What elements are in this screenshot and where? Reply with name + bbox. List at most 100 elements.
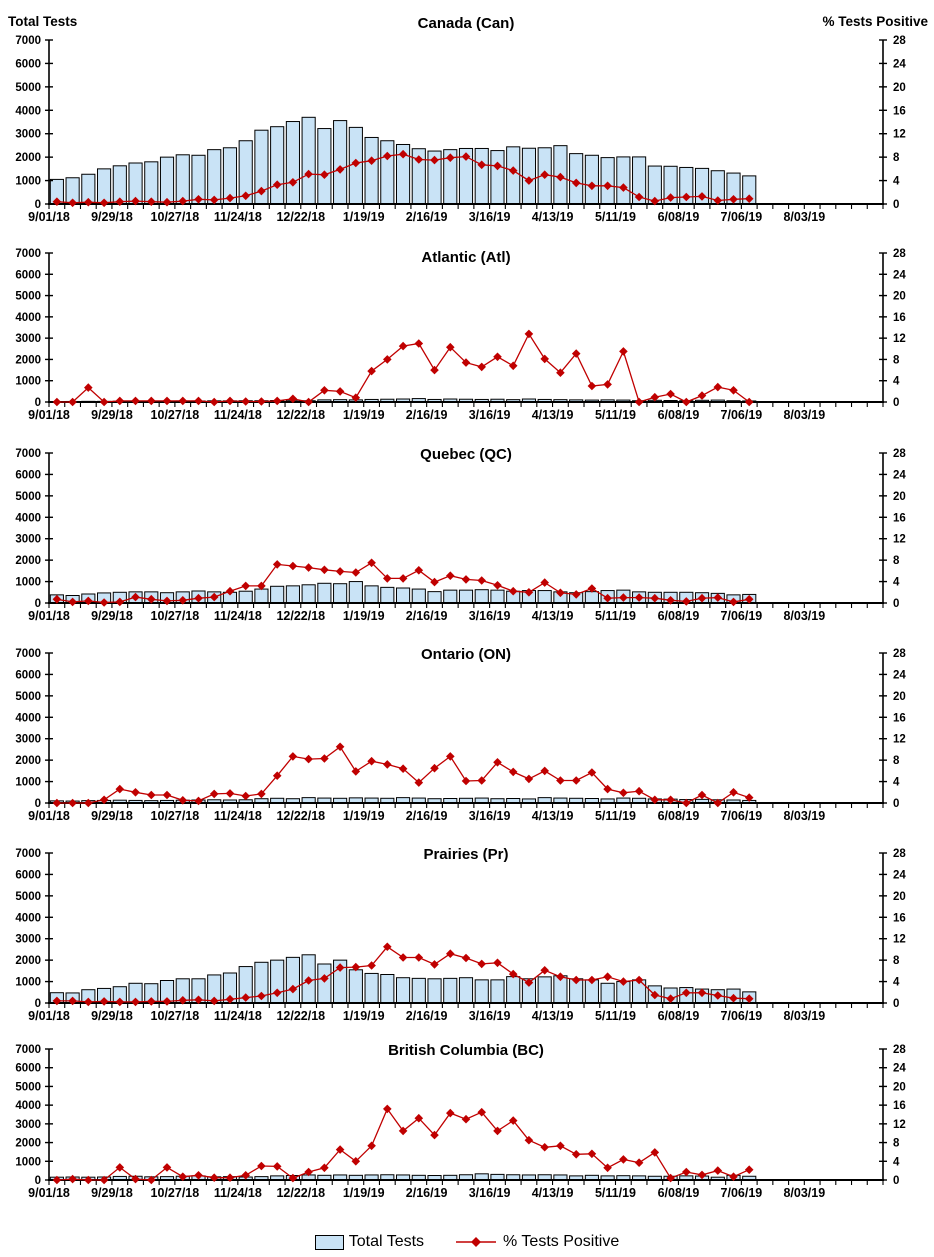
svg-text:16: 16 — [893, 912, 906, 924]
svg-text:11/24/18: 11/24/18 — [214, 809, 262, 823]
svg-text:9/01/18: 9/01/18 — [28, 408, 70, 422]
chart-canvas: 7000 6000 5000 4000 3000 2000 1000 0 28 24 20 16 12 8… — [15, 646, 906, 823]
svg-text:20: 20 — [893, 1081, 906, 1093]
svg-text:6000: 6000 — [15, 1063, 41, 1075]
svg-text:5/11/19: 5/11/19 — [595, 408, 636, 422]
right-axis-title: % Tests Positive — [822, 14, 928, 29]
legend-item-pct-positive: % Tests Positive — [454, 1233, 619, 1251]
svg-text:8/03/19: 8/03/19 — [783, 809, 825, 823]
svg-text:20: 20 — [893, 491, 906, 503]
svg-text:11/24/18: 11/24/18 — [214, 210, 262, 224]
svg-text:2/16/19: 2/16/19 — [406, 408, 448, 422]
svg-text:7/06/19: 7/06/19 — [721, 1009, 763, 1023]
svg-text:20: 20 — [893, 291, 906, 303]
svg-text:4000: 4000 — [15, 1100, 41, 1112]
svg-text:6/08/19: 6/08/19 — [658, 609, 700, 623]
svg-text:11/24/18: 11/24/18 — [214, 408, 262, 422]
svg-text:0: 0 — [35, 998, 41, 1010]
svg-text:4000: 4000 — [15, 512, 41, 524]
pct-positive-markers — [52, 329, 754, 407]
svg-text:9/29/18: 9/29/18 — [91, 1009, 133, 1023]
svg-text:8: 8 — [893, 955, 900, 967]
svg-text:20: 20 — [893, 891, 906, 903]
svg-text:3/16/19: 3/16/19 — [469, 210, 511, 224]
chart-canvas: 7000 6000 5000 4000 3000 2000 1000 0 28 24 20 16 12 8… — [15, 248, 906, 422]
chart-ontario: 7000 6000 5000 4000 3000 2000 1000 0 28 24 20 16 12 8… — [0, 630, 934, 830]
svg-text:0: 0 — [893, 199, 899, 211]
chart-canvas: 7000 6000 5000 4000 3000 2000 1000 0 28 24 20 16 12 8… — [15, 446, 906, 623]
svg-text:28: 28 — [893, 448, 906, 460]
svg-text:7/06/19: 7/06/19 — [721, 408, 763, 422]
svg-text:6000: 6000 — [15, 869, 41, 881]
svg-text:24: 24 — [893, 1063, 906, 1075]
svg-text:4/13/19: 4/13/19 — [532, 408, 574, 422]
svg-text:7000: 7000 — [15, 848, 41, 860]
svg-text:5000: 5000 — [15, 491, 41, 503]
svg-text:1/19/19: 1/19/19 — [343, 210, 385, 224]
svg-text:5/11/19: 5/11/19 — [595, 1009, 636, 1023]
svg-text:8/03/19: 8/03/19 — [783, 210, 825, 224]
svg-text:24: 24 — [893, 58, 906, 70]
svg-text:2000: 2000 — [15, 1138, 41, 1150]
svg-text:28: 28 — [893, 35, 906, 47]
svg-text:20: 20 — [893, 691, 906, 703]
svg-text:0: 0 — [893, 1175, 899, 1187]
svg-text:12: 12 — [893, 129, 906, 141]
svg-text:4/13/19: 4/13/19 — [532, 1186, 574, 1200]
svg-text:7/06/19: 7/06/19 — [721, 1186, 763, 1200]
svg-text:9/01/18: 9/01/18 — [28, 210, 70, 224]
svg-text:5/11/19: 5/11/19 — [595, 809, 636, 823]
bar-swatch-icon — [314, 1234, 344, 1250]
svg-text:3000: 3000 — [15, 934, 41, 946]
svg-text:4: 4 — [893, 777, 900, 789]
total-tests-bars — [49, 116, 757, 205]
svg-text:6/08/19: 6/08/19 — [658, 1009, 700, 1023]
svg-text:5000: 5000 — [15, 82, 41, 94]
svg-text:9/01/18: 9/01/18 — [28, 609, 70, 623]
svg-text:2/16/19: 2/16/19 — [406, 210, 448, 224]
svg-text:20: 20 — [893, 82, 906, 94]
svg-text:1000: 1000 — [15, 577, 41, 589]
svg-text:1/19/19: 1/19/19 — [343, 809, 385, 823]
svg-text:3/16/19: 3/16/19 — [469, 609, 511, 623]
svg-text:0: 0 — [35, 798, 41, 810]
svg-text:9/01/18: 9/01/18 — [28, 1009, 70, 1023]
svg-text:12/22/18: 12/22/18 — [276, 408, 325, 422]
svg-text:5/11/19: 5/11/19 — [595, 210, 636, 224]
svg-text:7000: 7000 — [15, 448, 41, 460]
legend-label: % Tests Positive — [503, 1233, 620, 1250]
svg-text:4: 4 — [893, 977, 900, 989]
chart-title: Ontario (ON) — [421, 646, 511, 663]
svg-text:6000: 6000 — [15, 469, 41, 481]
svg-text:0: 0 — [35, 598, 41, 610]
svg-text:10/27/18: 10/27/18 — [151, 1186, 200, 1200]
chart-canvas: 7000 6000 5000 4000 3000 2000 1000 0 28 24 20 16 12 8… — [15, 15, 906, 224]
svg-text:2/16/19: 2/16/19 — [406, 809, 448, 823]
svg-text:8/03/19: 8/03/19 — [783, 1009, 825, 1023]
svg-text:3000: 3000 — [15, 1119, 41, 1131]
svg-text:6/08/19: 6/08/19 — [658, 809, 700, 823]
svg-text:6000: 6000 — [15, 269, 41, 281]
svg-text:7/06/19: 7/06/19 — [721, 809, 763, 823]
svg-text:3/16/19: 3/16/19 — [469, 1186, 511, 1200]
svg-text:5/11/19: 5/11/19 — [595, 609, 636, 623]
svg-text:4/13/19: 4/13/19 — [532, 1009, 574, 1023]
svg-text:9/29/18: 9/29/18 — [91, 809, 133, 823]
svg-text:2/16/19: 2/16/19 — [406, 1186, 448, 1200]
svg-text:6/08/19: 6/08/19 — [658, 408, 700, 422]
svg-text:3/16/19: 3/16/19 — [469, 809, 511, 823]
svg-text:10/27/18: 10/27/18 — [151, 210, 200, 224]
legend-item-total-tests: Total Tests — [314, 1233, 424, 1251]
chart-quebec: 7000 6000 5000 4000 3000 2000 1000 0 28 24 20 16 12 8… — [0, 430, 934, 630]
svg-text:16: 16 — [893, 312, 906, 324]
svg-text:4: 4 — [893, 376, 900, 388]
total-tests-bars — [49, 954, 757, 1004]
svg-text:2000: 2000 — [15, 955, 41, 967]
svg-text:2000: 2000 — [15, 555, 41, 567]
svg-text:0: 0 — [893, 998, 899, 1010]
svg-text:12: 12 — [893, 1119, 906, 1131]
svg-text:9/01/18: 9/01/18 — [28, 809, 70, 823]
svg-text:9/29/18: 9/29/18 — [91, 609, 133, 623]
svg-text:24: 24 — [893, 669, 906, 681]
svg-text:0: 0 — [35, 1175, 41, 1187]
